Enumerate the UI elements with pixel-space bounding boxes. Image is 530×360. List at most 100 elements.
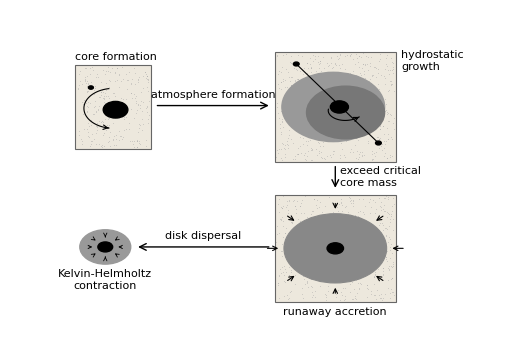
Point [348,77,357,83]
Point [318,254,326,260]
Point [279,293,288,299]
Point [103,122,111,128]
Point [287,74,295,80]
Point [286,267,295,273]
Point [294,145,302,151]
Point [304,109,313,115]
Point [353,55,361,61]
Point [305,216,313,222]
Point [343,209,352,215]
Point [356,109,364,114]
Circle shape [89,86,93,89]
Point [294,52,302,58]
Point [92,123,100,129]
Point [323,227,331,233]
Point [135,74,143,80]
Point [311,131,320,137]
Point [82,80,91,86]
Point [314,53,322,59]
Point [337,196,345,202]
Point [286,93,294,99]
Point [355,121,363,127]
Point [143,104,151,109]
Point [334,272,342,278]
Point [289,140,298,146]
Point [97,89,105,95]
Point [287,255,296,260]
Point [325,125,333,131]
Point [93,123,101,129]
Point [298,197,306,202]
Point [304,128,312,134]
Point [320,252,328,257]
Point [273,81,282,87]
Point [83,78,91,84]
Point [338,105,346,111]
Bar [275,195,396,302]
Point [312,262,321,268]
Point [135,125,144,131]
Point [337,211,346,217]
Point [349,277,357,283]
Point [388,275,396,280]
Point [94,118,103,123]
Point [136,122,145,128]
Point [356,54,365,60]
Point [311,53,320,59]
Point [333,271,342,277]
Point [328,243,337,249]
Point [375,251,384,257]
Point [295,203,304,209]
Point [329,152,338,157]
Point [74,87,83,93]
Point [289,265,298,271]
Point [104,68,112,73]
Point [130,70,139,76]
Point [344,231,353,237]
Point [348,237,357,243]
Point [274,201,282,207]
Point [289,65,298,71]
Point [375,126,384,131]
Point [376,204,385,210]
Point [366,210,374,216]
Point [314,61,323,67]
Point [384,194,392,200]
Point [341,285,349,291]
Point [364,286,372,292]
Point [104,138,113,144]
Point [381,233,390,238]
Point [352,229,361,234]
Point [302,120,310,126]
Point [323,63,332,69]
Point [355,285,363,291]
Point [299,273,307,279]
Point [379,208,388,214]
Point [354,138,362,143]
Point [281,151,289,157]
Point [278,205,286,211]
Point [331,60,339,66]
Point [281,225,290,231]
Point [114,128,123,134]
Point [277,118,286,124]
Point [361,61,369,67]
Point [341,255,350,261]
Point [279,52,287,58]
Point [365,111,373,117]
Point [352,277,360,283]
Point [306,133,315,139]
Point [326,265,334,271]
Point [100,103,109,108]
Point [303,75,311,81]
Point [389,261,398,267]
Point [301,281,309,287]
Point [74,132,83,138]
Point [359,50,368,56]
Point [83,109,91,115]
Point [376,51,384,57]
Point [390,115,399,121]
Point [339,237,347,242]
Point [342,252,351,258]
Point [118,64,126,70]
